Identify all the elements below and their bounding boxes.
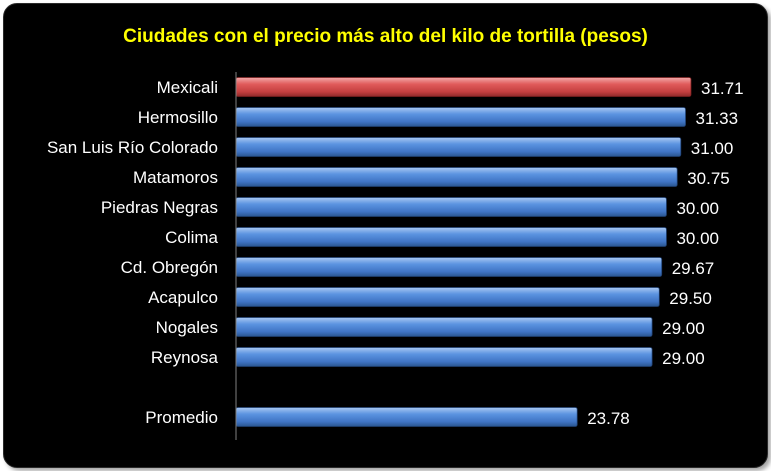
category-label: Cd. Obregón <box>121 258 218 277</box>
bar <box>235 137 682 157</box>
data-label: 29.00 <box>662 349 705 368</box>
category-label: Colima <box>165 228 218 247</box>
bar <box>235 347 653 367</box>
chart-frame: Ciudades con el precio más alto del kilo… <box>3 3 768 468</box>
category-label: Mexicali <box>157 78 218 97</box>
bar <box>235 407 578 427</box>
bar <box>235 167 678 187</box>
category-label: Reynosa <box>151 348 219 367</box>
data-label: 30.75 <box>687 169 730 188</box>
category-label: Acapulco <box>148 288 218 307</box>
category-label: Promedio <box>145 408 218 427</box>
bar <box>235 287 660 307</box>
category-label: Piedras Negras <box>101 198 218 217</box>
data-label: 29.00 <box>662 319 705 338</box>
category-label: San Luis Río Colorado <box>47 138 218 157</box>
bar <box>235 317 653 337</box>
chart-title: Ciudades con el precio más alto del kilo… <box>123 26 648 47</box>
category-label: Hermosillo <box>138 108 218 127</box>
bar <box>235 257 663 277</box>
category-label: Matamoros <box>133 168 218 187</box>
data-label: 31.33 <box>696 109 739 128</box>
bar <box>235 227 667 247</box>
data-label: 30.00 <box>676 229 719 248</box>
bar-chart: Mexicali Hermosillo San Luis Río Colorado M… <box>47 72 744 440</box>
bar-highlight <box>235 77 692 97</box>
bar <box>235 197 667 217</box>
category-label: Nogales <box>156 318 218 337</box>
data-label: 23.78 <box>587 409 630 428</box>
data-label: 30.00 <box>676 199 719 218</box>
data-label: 29.67 <box>672 259 715 278</box>
data-label: 31.71 <box>701 79 744 98</box>
data-label: 29.50 <box>669 289 712 308</box>
bar <box>235 107 686 127</box>
data-label: 31.00 <box>691 139 734 158</box>
